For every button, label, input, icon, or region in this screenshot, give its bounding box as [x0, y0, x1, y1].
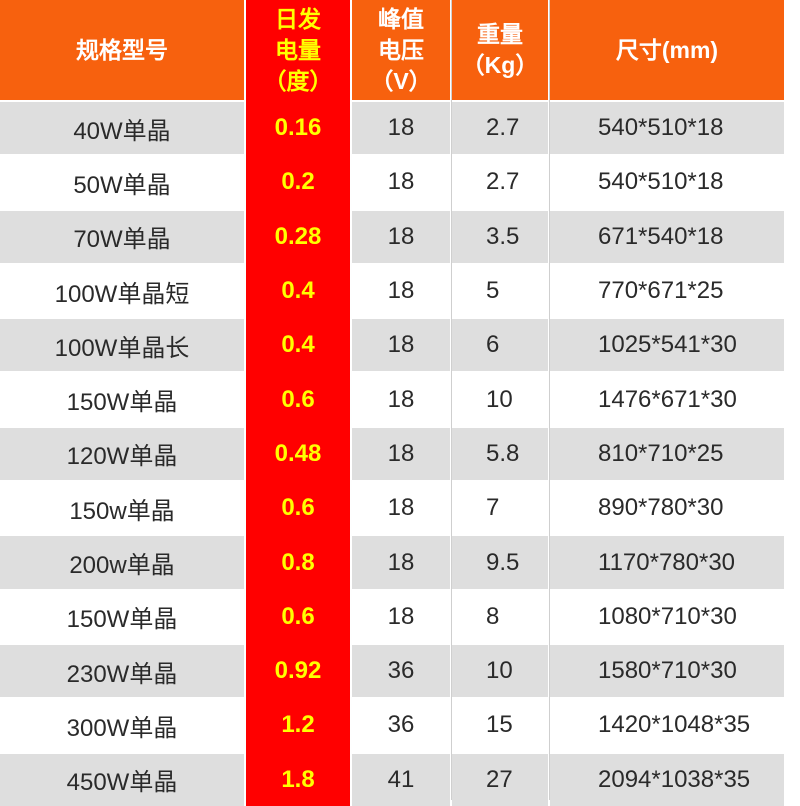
cell-size: 540*510*18: [550, 102, 784, 155]
cell-size: 1476*671*30: [550, 373, 784, 426]
cell-daily-output: 0.8: [246, 536, 350, 589]
cell-weight: 9.5: [452, 536, 548, 589]
column-divider: [451, 0, 452, 800]
cell-peak-voltage: 36: [352, 699, 450, 752]
cell-peak-voltage: 18: [352, 373, 450, 426]
cell-model: 450W单晶: [0, 753, 244, 806]
header-weight-line1: 重量: [477, 21, 523, 47]
cell-weight: 10: [452, 645, 548, 698]
cell-peak-voltage: 36: [352, 645, 450, 698]
header-daily-output: 日发 电量 （度）: [246, 0, 350, 100]
cell-weight: 7: [452, 482, 548, 535]
cell-peak-voltage: 18: [352, 210, 450, 263]
cell-weight: 5.8: [452, 427, 548, 481]
cell-size: 770*671*25: [550, 264, 784, 318]
cell-weight: 10: [452, 373, 548, 426]
cell-size: 810*710*25: [550, 427, 784, 481]
cell-daily-output: 0.4: [246, 319, 350, 372]
cell-model: 50W单晶: [0, 156, 244, 209]
column-divider: [549, 0, 550, 800]
cell-model: 100W单晶长: [0, 319, 244, 372]
cell-model: 70W单晶: [0, 210, 244, 263]
cell-weight: 8: [452, 590, 548, 643]
cell-daily-output: 0.2: [246, 156, 350, 209]
cell-size: 1080*710*30: [550, 590, 784, 643]
cell-model: 150w单晶: [0, 482, 244, 535]
cell-model: 230W单晶: [0, 645, 244, 698]
cell-daily-output: 0.48: [246, 427, 350, 481]
header-size: 尺寸(mm): [550, 0, 784, 100]
header-peak-voltage-line2: 电压: [378, 36, 424, 63]
header-weight-line2: （Kg）: [461, 52, 539, 78]
header-peak-voltage-line1: 峰值: [378, 5, 424, 32]
cell-daily-output: 0.6: [246, 373, 350, 426]
cell-size: 540*510*18: [550, 156, 784, 209]
cell-size: 671*540*18: [550, 210, 784, 263]
cell-weight: 3.5: [452, 210, 548, 263]
cell-size: 1580*710*30: [550, 645, 784, 698]
cell-daily-output: 0.4: [246, 264, 350, 318]
cell-size: 1025*541*30: [550, 319, 784, 372]
header-daily-output-line2: 电量: [275, 36, 321, 63]
cell-model: 200w单晶: [0, 536, 244, 589]
cell-size: 2094*1038*35: [550, 753, 784, 806]
cell-weight: 2.7: [452, 102, 548, 155]
cell-daily-output: 0.6: [246, 590, 350, 643]
cell-weight: 6: [452, 319, 548, 372]
cell-daily-output: 0.28: [246, 210, 350, 263]
cell-daily-output: 0.6: [246, 482, 350, 535]
cell-peak-voltage: 18: [352, 102, 450, 155]
cell-model: 40W单晶: [0, 102, 244, 155]
cell-size: 890*780*30: [550, 482, 784, 535]
cell-peak-voltage: 18: [352, 427, 450, 481]
header-peak-voltage: 峰值 电压 （V）: [352, 0, 450, 100]
cell-daily-output: 1.8: [246, 753, 350, 806]
cell-peak-voltage: 18: [352, 482, 450, 535]
cell-weight: 27: [452, 753, 548, 806]
cell-weight: 15: [452, 699, 548, 752]
cell-model: 120W单晶: [0, 427, 244, 481]
cell-peak-voltage: 18: [352, 590, 450, 643]
header-daily-output-line1: 日发: [275, 5, 321, 32]
cell-weight: 5: [452, 264, 548, 318]
cell-peak-voltage: 18: [352, 156, 450, 209]
cell-model: 150W单晶: [0, 590, 244, 643]
cell-daily-output: 0.92: [246, 645, 350, 698]
header-model: 规格型号: [0, 0, 244, 100]
cell-daily-output: 1.2: [246, 699, 350, 752]
cell-daily-output: 0.16: [246, 102, 350, 155]
cell-model: 300W单晶: [0, 699, 244, 752]
cell-model: 150W单晶: [0, 373, 244, 426]
cell-size: 1420*1048*35: [550, 699, 784, 752]
cell-size: 1170*780*30: [550, 536, 784, 589]
cell-peak-voltage: 18: [352, 264, 450, 318]
cell-peak-voltage: 18: [352, 536, 450, 589]
cell-model: 100W单晶短: [0, 264, 244, 318]
header-daily-output-line3: （度）: [263, 67, 333, 94]
cell-weight: 2.7: [452, 156, 548, 209]
cell-peak-voltage: 18: [352, 319, 450, 372]
header-peak-voltage-line3: （V）: [370, 67, 432, 94]
header-weight: 重量 （Kg）: [452, 0, 548, 100]
cell-peak-voltage: 41: [352, 753, 450, 806]
